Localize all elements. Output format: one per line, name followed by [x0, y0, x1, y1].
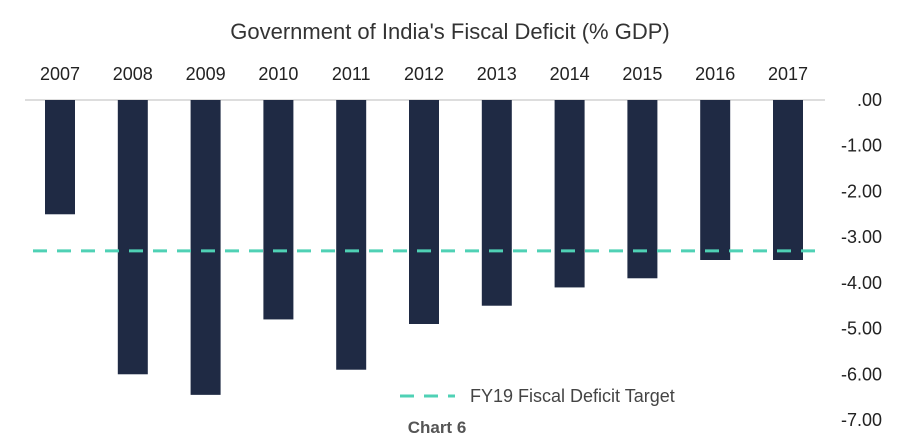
x-tick-2013: 2013	[477, 64, 517, 84]
x-tick-2015: 2015	[622, 64, 662, 84]
bar-2007	[45, 100, 75, 215]
x-tick-labels: 2007 2008 2009 2010 2011 2012 2013 2014 2015 2016…	[40, 64, 808, 84]
bar-2015	[627, 100, 658, 279]
y-tick-label: -5.00	[841, 319, 882, 339]
y-tick-label: -4.00	[841, 273, 882, 293]
y-tick-label: -7.00	[841, 410, 882, 430]
legend-label: FY19 Fiscal Deficit Target	[470, 386, 675, 406]
bar-2008	[117, 100, 148, 375]
bar-2010	[263, 100, 294, 320]
y-tick-labels: .00 -1.00 -2.00 -3.00 -4.00 -5.00 -6.00 -7.00	[841, 90, 882, 430]
y-tick-label: -1.00	[841, 136, 882, 156]
x-tick-2008: 2008	[113, 64, 153, 84]
bar-2011	[336, 100, 367, 370]
x-tick-2014: 2014	[550, 64, 590, 84]
bar-2012	[409, 100, 439, 324]
chart-title: Government of India's Fiscal Deficit (% …	[230, 19, 669, 44]
x-tick-2017: 2017	[768, 64, 808, 84]
y-tick-label: -6.00	[841, 364, 882, 384]
x-tick-2007: 2007	[40, 64, 80, 84]
x-tick-2012: 2012	[404, 64, 444, 84]
bars	[45, 100, 803, 395]
x-tick-2010: 2010	[258, 64, 298, 84]
bar-2014	[554, 100, 585, 288]
bar-2013	[481, 100, 512, 306]
legend: FY19 Fiscal Deficit Target	[400, 386, 675, 406]
y-tick-label: .00	[857, 90, 882, 110]
bar-2009	[190, 100, 221, 395]
x-tick-2011: 2011	[332, 64, 371, 84]
y-tick-label: -2.00	[841, 181, 882, 201]
y-tick-label: -3.00	[841, 227, 882, 247]
chart-caption: Chart 6	[408, 418, 467, 437]
bar-2017	[773, 100, 803, 260]
x-tick-2009: 2009	[186, 64, 226, 84]
x-tick-2016: 2016	[695, 64, 735, 84]
bar-2016	[700, 100, 731, 260]
